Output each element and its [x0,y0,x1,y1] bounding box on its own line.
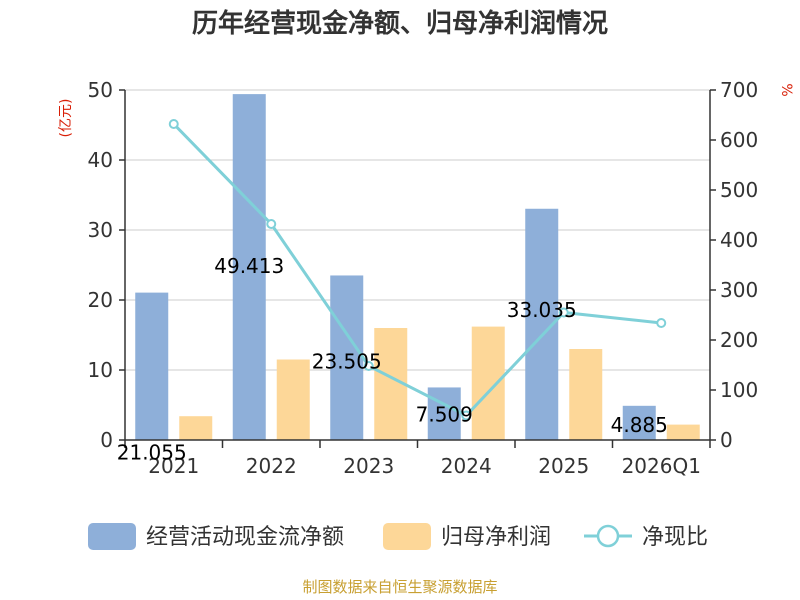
data-label: 21.055 [117,441,187,465]
bar-profit [276,359,310,440]
right-tick-label: 500 [720,178,758,202]
right-tick-label: 400 [720,228,758,252]
chart-title: 历年经营现金净额、归母净利润情况 [192,8,608,39]
legend-label: 净现比 [642,525,708,550]
source-note: 制图数据来自恒生聚源数据库 [302,578,497,596]
right-tick-label: 600 [720,128,758,152]
bar-cashflow [135,292,169,440]
ratio-point [656,318,667,328]
left-tick-label: 0 [100,428,113,452]
ratio-line-path [172,122,662,418]
data-label: 33.035 [507,298,577,322]
left-tick-label: 40 [88,148,113,172]
bar-cashflow [622,405,656,440]
bar-profit [179,416,213,440]
right-tick-label: 0 [720,428,733,452]
ratio-point [363,361,374,371]
data-label: 49.413 [214,254,284,278]
right-tick-label: 700 [720,78,758,102]
data-label: 7.509 [416,402,473,426]
x-tick-label: 2022 [246,454,297,478]
bar-cashflow [232,94,266,440]
left-tick-label: 10 [88,358,113,382]
ratio-point [168,119,179,129]
legend-swatch-marker [596,524,620,548]
x-tick-label: 2024 [441,454,492,478]
bar-cashflow [427,387,461,440]
data-label: 4.885 [611,413,668,437]
x-tick-label: 2026Q1 [622,454,701,478]
bar-profit [666,424,700,440]
ratio-point [461,410,472,421]
data-labels: 21.055 49.413 23.505 7.509 33.035 4.885 [117,254,668,465]
right-tick-label: 300 [720,278,758,302]
right-tick-label: 200 [720,328,758,352]
left-tick-label: 30 [88,218,113,242]
x-tick-label: 2021 [148,454,199,478]
legend-swatch [88,523,136,550]
legend-swatch [383,523,431,550]
right-axis-unit: % [778,83,794,96]
left-tick-label: 20 [88,288,113,312]
ratio-line [168,119,667,421]
x-tick-label: 2025 [538,454,589,478]
left-tick-label: 50 [88,78,113,102]
bar-profit [471,326,505,440]
grid [125,89,710,371]
ratio-point [266,219,277,229]
ratio-point [558,307,569,318]
bar-cashflow [330,275,364,440]
x-tick-label: 2023 [343,454,394,478]
bar-profit [569,349,603,440]
bars [135,94,700,440]
legend-label: 经营活动现金流净额 [146,525,344,550]
left-axis-unit: (亿元) [58,99,74,138]
legend: 经营活动现金流净额 归母净利润 净现比 [88,523,708,550]
data-label: 23.505 [312,349,382,373]
legend-label: 归母净利润 [441,525,551,550]
right-tick-label: 100 [720,378,758,402]
